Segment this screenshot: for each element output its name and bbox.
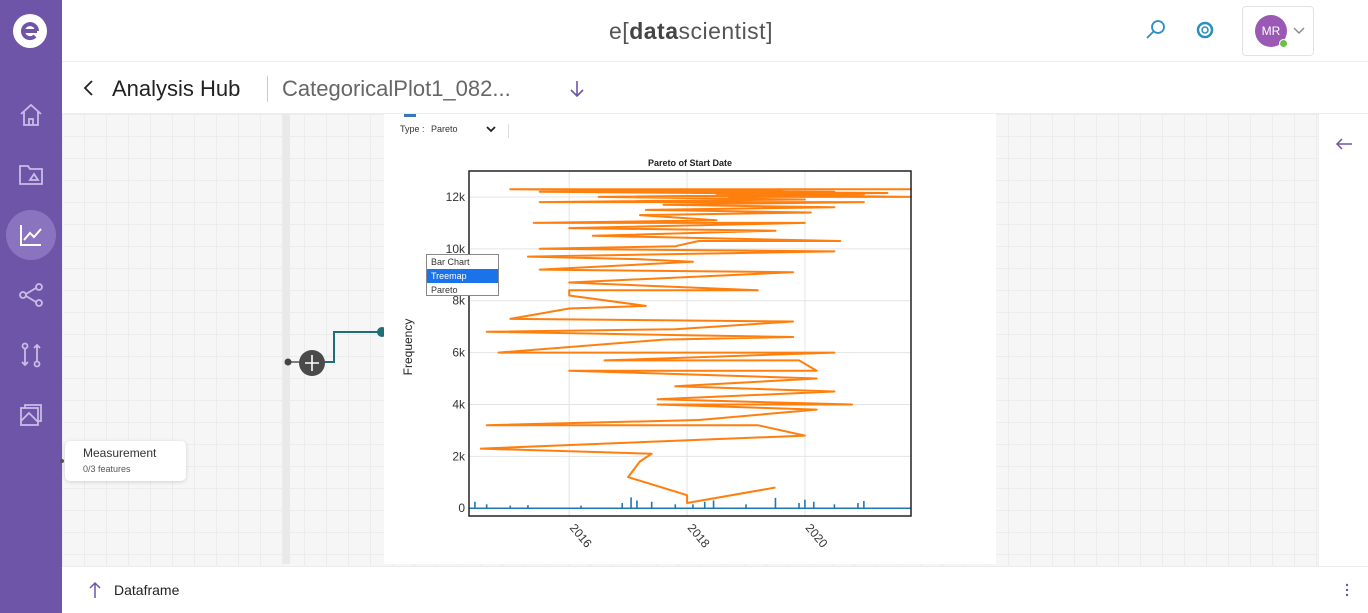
pareto-series-line	[479, 188, 912, 504]
frequency-bar	[774, 497, 777, 509]
left-sidebar	[0, 0, 62, 613]
header-divider	[267, 76, 268, 102]
merge-node-icon[interactable]	[299, 350, 325, 376]
y-tick-label: 2k	[452, 449, 466, 463]
download-icon[interactable]	[568, 78, 586, 100]
frequency-bar	[674, 504, 677, 509]
y-tick-label: 8k	[452, 294, 466, 308]
type-selector[interactable]: Type : Pareto	[400, 124, 496, 134]
node-subtitle: 0/3 features	[83, 464, 131, 474]
y-tick-label: 6k	[452, 346, 466, 360]
search-icon[interactable]	[1144, 18, 1168, 42]
frequency-bar	[712, 500, 715, 509]
y-tick-label: 10k	[446, 242, 466, 256]
node-port[interactable]	[60, 459, 64, 463]
page-title: Analysis Hub	[112, 76, 241, 101]
y-tick-label: 0	[458, 501, 465, 515]
chevron-down-icon	[486, 126, 496, 133]
file-name: CategoricalPlot1_082...	[282, 76, 511, 101]
folder-icon[interactable]	[17, 160, 45, 188]
frequency-bar	[692, 504, 694, 509]
workflow-icon[interactable]	[17, 281, 45, 309]
collapse-icon[interactable]	[1334, 136, 1354, 152]
frequency-bar	[798, 503, 800, 509]
compare-icon[interactable]	[17, 341, 45, 369]
menu-item-treemap[interactable]: Treemap	[427, 269, 498, 283]
pareto-chart: Pareto of Start Date Frequency 0 2k 4k 6k 8k…	[401, 158, 912, 551]
frequency-bar	[580, 505, 582, 509]
toolbar-divider	[508, 124, 509, 138]
online-status-dot	[1279, 39, 1288, 48]
y-axis-label: Frequency	[401, 319, 415, 376]
frequency-bar	[485, 504, 488, 509]
back-icon[interactable]	[82, 79, 96, 97]
plot-frame	[468, 170, 912, 517]
page-header: Analysis Hub CategoricalPlot1_082...	[62, 62, 1368, 114]
frequency-bar	[703, 501, 706, 509]
frequency-bar	[509, 505, 512, 509]
measurement-node[interactable]: Measurement 0/3 features	[65, 441, 186, 481]
chevron-down-icon	[1293, 27, 1305, 34]
canvas-divider	[283, 114, 290, 564]
top-bar: e[datascientist] MR	[62, 0, 1368, 62]
frequency-bar	[857, 503, 859, 509]
frequency-bar	[863, 500, 865, 509]
type-value: Pareto	[431, 124, 458, 134]
help-icon[interactable]	[1194, 19, 1216, 41]
frequency-bar	[527, 505, 529, 509]
frequency-bar	[804, 499, 806, 509]
frequency-bar	[630, 497, 632, 509]
dataframe-label: Dataframe	[114, 582, 180, 598]
frequency-bar	[833, 504, 836, 509]
chart-type-menu: Bar Chart Treemap Pareto	[426, 254, 499, 296]
brand-logo: e[datascientist]	[609, 18, 773, 44]
menu-item-bar-chart[interactable]: Bar Chart	[431, 257, 470, 267]
frequency-bar	[650, 501, 653, 509]
x-tick-label: 2020	[803, 521, 831, 551]
y-tick-label: 4k	[452, 397, 466, 411]
scroll-marker	[404, 114, 416, 117]
user-menu-button[interactable]: MR	[1242, 6, 1314, 56]
x-tick-label: 2018	[685, 521, 713, 551]
frequency-bar	[812, 501, 815, 509]
menu-item-pareto[interactable]: Pareto	[431, 285, 458, 295]
frequency-bar	[474, 501, 476, 509]
node-connector	[284, 327, 387, 366]
x-tick-label: 2016	[567, 521, 595, 551]
upload-icon[interactable]	[88, 580, 102, 600]
right-panel	[1318, 114, 1368, 566]
more-icon[interactable]	[1344, 581, 1350, 599]
type-label: Type :	[400, 124, 425, 134]
app-logo-icon[interactable]	[13, 14, 47, 48]
analysis-icon[interactable]	[17, 221, 45, 249]
chart-title: Pareto of Start Date	[648, 158, 732, 168]
frequency-bar	[621, 503, 624, 509]
frequency-bar	[745, 504, 747, 509]
frequency-bar	[636, 500, 638, 509]
home-icon[interactable]	[17, 101, 45, 129]
layers-icon[interactable]	[17, 401, 45, 429]
y-tick-label: 12k	[446, 190, 466, 204]
dataframe-bar[interactable]: Dataframe	[62, 566, 1368, 613]
node-title: Measurement	[83, 446, 157, 460]
